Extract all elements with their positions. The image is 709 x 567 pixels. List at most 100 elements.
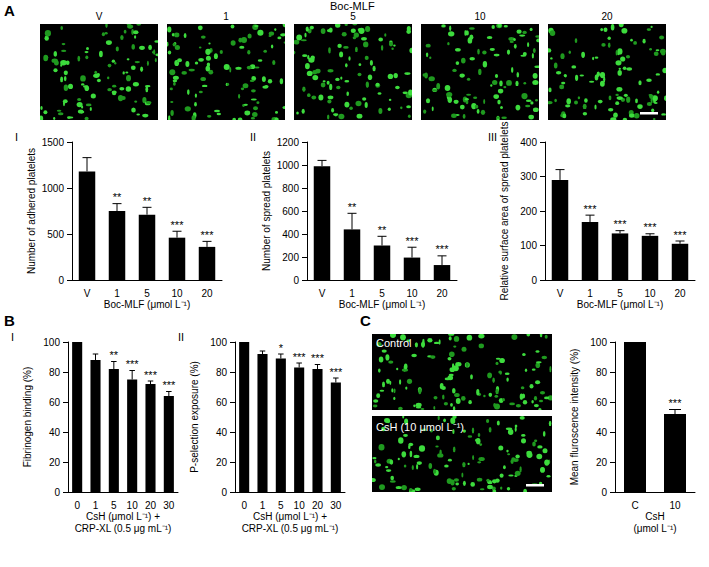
svg-text:20: 20 — [674, 288, 686, 299]
svg-text:60: 60 — [49, 397, 61, 408]
svg-text:400: 400 — [282, 229, 299, 240]
svg-text:1: 1 — [587, 288, 593, 299]
svg-text:Relative surface area of sprea: Relative surface area of spread platelet… — [499, 122, 510, 301]
svg-text:1: 1 — [93, 500, 99, 511]
svg-text:***: *** — [311, 352, 325, 364]
svg-text:60: 60 — [596, 397, 608, 408]
svg-text:10: 10 — [171, 288, 183, 299]
svg-text:CRP-XL (0.5 μg mL⁻¹): CRP-XL (0.5 μg mL⁻¹) — [242, 523, 339, 534]
svg-text:80: 80 — [596, 367, 608, 378]
svg-text:40: 40 — [216, 427, 228, 438]
svg-text:CRP-XL (0.5 μg mL⁻¹): CRP-XL (0.5 μg mL⁻¹) — [75, 523, 172, 534]
svg-text:Number of adhered platelets: Number of adhered platelets — [26, 148, 37, 274]
svg-text:***: *** — [406, 235, 420, 247]
svg-text:80: 80 — [216, 367, 228, 378]
svg-text:20: 20 — [312, 500, 324, 511]
svg-text:1: 1 — [114, 288, 120, 299]
svg-text:400: 400 — [520, 137, 537, 148]
svg-text:**: ** — [110, 349, 119, 361]
svg-text:80: 80 — [49, 367, 61, 378]
svg-text:CsH (μmol L⁻¹) +: CsH (μmol L⁻¹) + — [86, 511, 160, 522]
svg-text:**: ** — [143, 195, 152, 207]
svg-text:0: 0 — [293, 275, 299, 286]
svg-text:5: 5 — [111, 500, 117, 511]
svg-text:20: 20 — [201, 288, 213, 299]
svg-text:V: V — [84, 288, 91, 299]
svg-text:100: 100 — [590, 337, 607, 348]
svg-text:Boc-MLF (μmol L⁻¹): Boc-MLF (μmol L⁻¹) — [104, 299, 191, 310]
svg-text:40: 40 — [596, 427, 608, 438]
svg-text:(μmol L⁻¹): (μmol L⁻¹) — [633, 523, 676, 534]
svg-text:500: 500 — [47, 229, 64, 240]
svg-text:60: 60 — [216, 397, 228, 408]
svg-text:CsH: CsH — [645, 511, 664, 522]
svg-text:1000: 1000 — [277, 160, 300, 171]
svg-text:***: *** — [669, 397, 683, 409]
svg-text:0: 0 — [74, 500, 80, 511]
svg-text:Boc-MLF (μmol L⁻¹): Boc-MLF (μmol L⁻¹) — [339, 299, 426, 310]
svg-text:5: 5 — [144, 288, 150, 299]
svg-text:***: *** — [126, 358, 140, 370]
svg-text:C: C — [631, 500, 638, 511]
svg-text:200: 200 — [282, 252, 299, 263]
svg-text:1: 1 — [260, 500, 266, 511]
svg-text:20: 20 — [145, 500, 157, 511]
svg-text:***: *** — [644, 221, 658, 233]
svg-text:**: ** — [378, 224, 387, 236]
svg-text:***: *** — [293, 351, 307, 363]
svg-text:600: 600 — [282, 206, 299, 217]
svg-text:***: *** — [674, 229, 688, 241]
svg-text:1200: 1200 — [277, 137, 300, 148]
svg-text:***: *** — [162, 379, 176, 391]
svg-text:5: 5 — [379, 288, 385, 299]
svg-text:30: 30 — [330, 500, 342, 511]
svg-text:200: 200 — [520, 206, 537, 217]
svg-text:***: *** — [614, 218, 628, 230]
svg-text:V: V — [319, 288, 326, 299]
svg-text:I: I — [11, 331, 14, 343]
svg-text:*: * — [279, 342, 284, 354]
svg-text:**: ** — [113, 191, 122, 203]
svg-text:III: III — [488, 131, 497, 143]
svg-text:V: V — [557, 288, 564, 299]
svg-text:5: 5 — [278, 500, 284, 511]
svg-text:100: 100 — [520, 240, 537, 251]
svg-text:Boc-MLF (μmol L⁻¹): Boc-MLF (μmol L⁻¹) — [577, 299, 664, 310]
svg-text:300: 300 — [520, 171, 537, 182]
svg-text:100: 100 — [210, 337, 227, 348]
svg-text:***: *** — [584, 203, 598, 215]
svg-text:10: 10 — [127, 500, 139, 511]
svg-text:30: 30 — [163, 500, 175, 511]
svg-text:I: I — [15, 131, 18, 143]
svg-text:Mean fluroscence intensity (%): Mean fluroscence intensity (%) — [569, 349, 580, 486]
svg-text:***: *** — [436, 243, 450, 255]
svg-text:20: 20 — [436, 288, 448, 299]
svg-text:***: *** — [171, 219, 185, 231]
svg-text:***: *** — [329, 366, 343, 378]
svg-text:10: 10 — [406, 288, 418, 299]
svg-text:0: 0 — [531, 275, 537, 286]
svg-text:40: 40 — [49, 427, 61, 438]
svg-text:Number of spread platelets: Number of spread platelets — [261, 151, 272, 271]
svg-text:CsH (μmol L⁻¹) +: CsH (μmol L⁻¹) + — [253, 511, 327, 522]
svg-text:1500: 1500 — [42, 137, 65, 148]
svg-text:II: II — [250, 131, 256, 143]
svg-text:0: 0 — [221, 487, 227, 498]
svg-text:20: 20 — [49, 457, 61, 468]
svg-text:800: 800 — [282, 183, 299, 194]
svg-text:10: 10 — [644, 288, 656, 299]
svg-text:10: 10 — [669, 500, 681, 511]
svg-text:**: ** — [348, 201, 357, 213]
svg-text:5: 5 — [617, 288, 623, 299]
svg-text:20: 20 — [216, 457, 228, 468]
svg-text:***: *** — [144, 369, 158, 381]
svg-text:20: 20 — [596, 457, 608, 468]
svg-text:0: 0 — [54, 487, 60, 498]
svg-text:0: 0 — [601, 487, 607, 498]
svg-text:1: 1 — [349, 288, 355, 299]
svg-text:P-selection exposure (%): P-selection exposure (%) — [189, 361, 200, 473]
svg-text:0: 0 — [241, 500, 247, 511]
svg-text:100: 100 — [43, 337, 60, 348]
svg-text:Fibrinogen binding (%): Fibrinogen binding (%) — [22, 367, 33, 468]
svg-text:II: II — [178, 331, 184, 343]
